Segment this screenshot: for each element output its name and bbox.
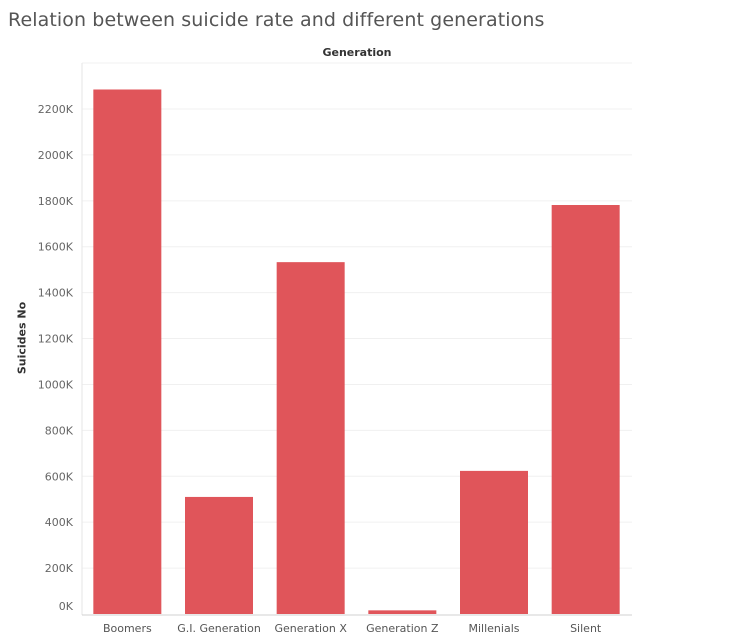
x-category-label: Silent bbox=[570, 622, 602, 635]
bars bbox=[93, 89, 620, 614]
y-tick-label: 0K bbox=[59, 600, 74, 613]
y-tick-label: 200K bbox=[45, 562, 74, 575]
y-tick-label: 1000K bbox=[38, 378, 74, 391]
bar-boomers[interactable] bbox=[93, 89, 162, 614]
bar-g-i-generation[interactable] bbox=[185, 496, 253, 614]
x-category-label: Boomers bbox=[103, 622, 152, 635]
y-tick-label: 400K bbox=[45, 516, 74, 529]
y-tick-label: 1400K bbox=[38, 287, 74, 300]
x-axis-categories: Boomers G.I. Generation Generation X Genera… bbox=[103, 622, 602, 635]
y-tick-label: 1800K bbox=[38, 195, 74, 208]
y-tick-label: 1600K bbox=[38, 241, 74, 254]
y-tick-label: 2000K bbox=[38, 149, 74, 162]
bar-generation-z[interactable] bbox=[368, 610, 437, 614]
x-category-label: G.I. Generation bbox=[177, 622, 261, 635]
gridlines bbox=[82, 62, 632, 569]
bar-millenials[interactable] bbox=[460, 470, 528, 614]
y-tick-label: 1200K bbox=[38, 333, 74, 346]
x-category-label: Generation X bbox=[274, 622, 347, 635]
y-tick-label: 600K bbox=[45, 470, 74, 483]
x-category-label: Millenials bbox=[469, 622, 520, 635]
y-tick-label: 800K bbox=[45, 424, 74, 437]
x-category-label: Generation Z bbox=[366, 622, 439, 635]
column-header: Generation bbox=[322, 46, 392, 59]
bar-generation-x[interactable] bbox=[276, 262, 345, 614]
y-tick-label: 2200K bbox=[38, 103, 74, 116]
y-axis-ticks: 0K 200K 400K 600K 800K 1000K 1200K 1400K 1600K 18… bbox=[38, 103, 74, 613]
bar-silent[interactable] bbox=[551, 205, 620, 614]
chart-title: Relation between suicide rate and differ… bbox=[8, 9, 545, 31]
